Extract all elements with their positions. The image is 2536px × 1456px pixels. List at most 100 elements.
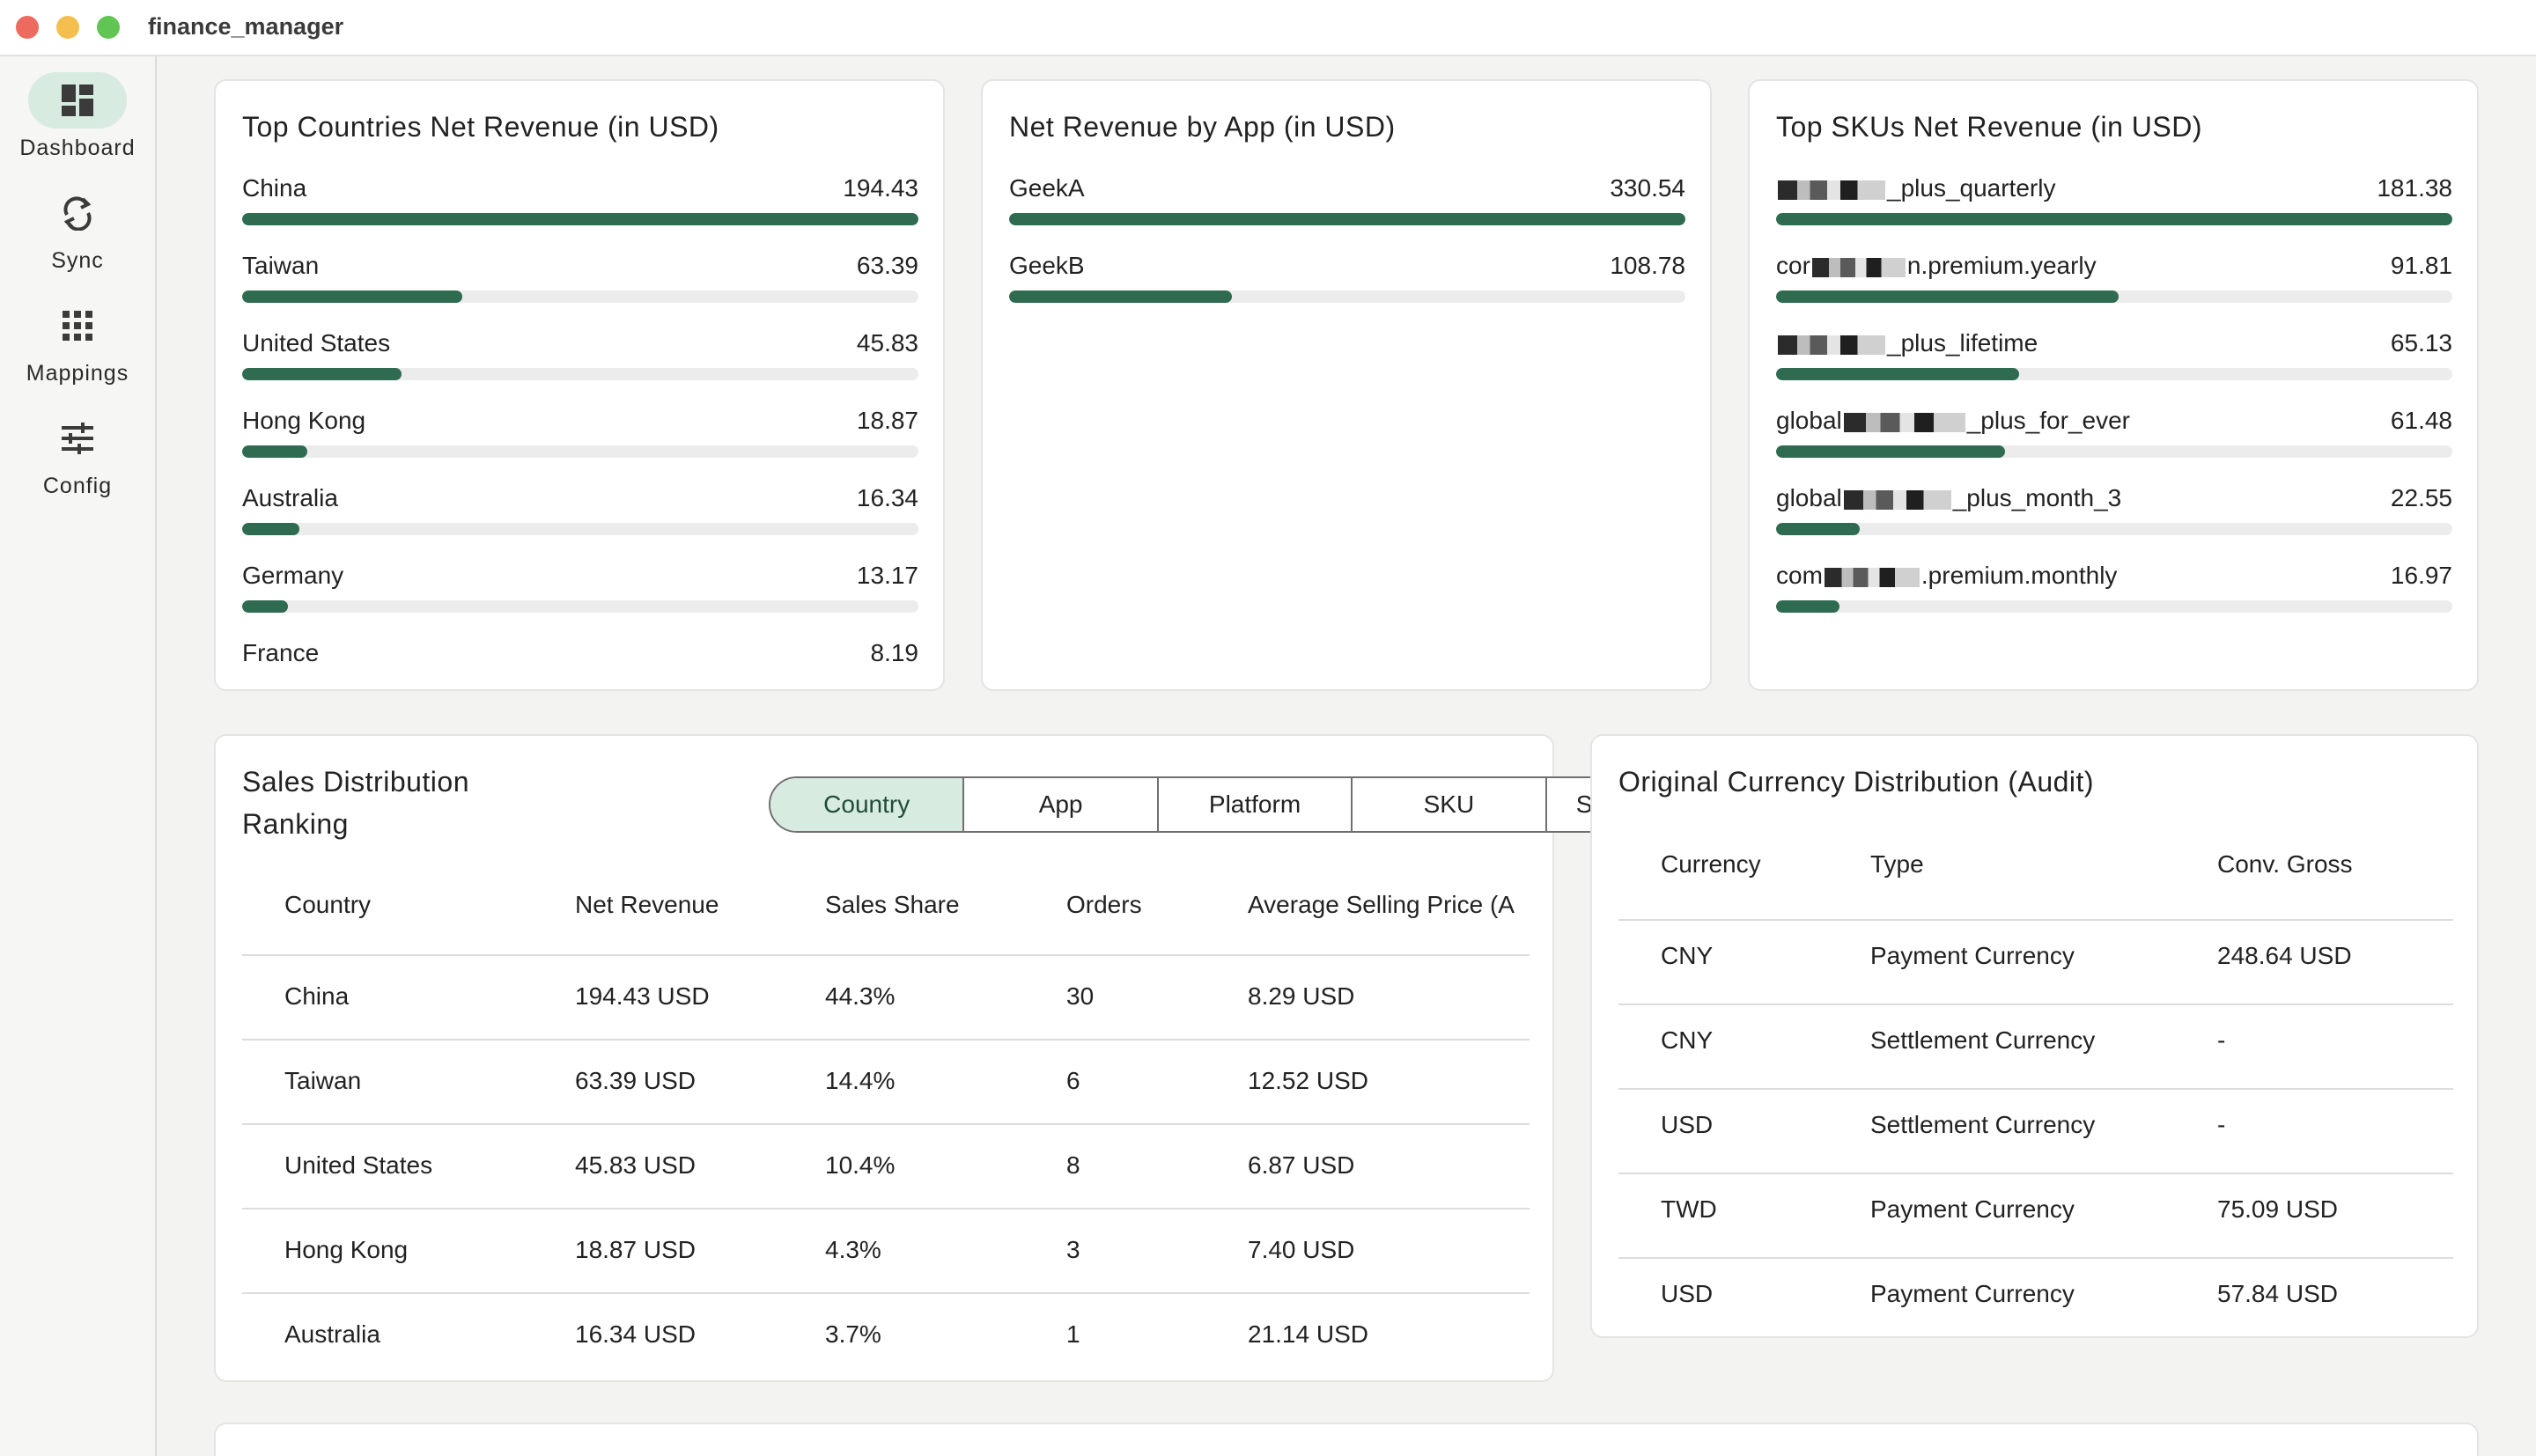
redacted-block	[1824, 567, 1920, 587]
redacted-block	[1778, 335, 1885, 355]
bar-track	[242, 368, 918, 380]
cell: 6	[1066, 1067, 1080, 1094]
cell: 8.29 USD	[1248, 982, 1355, 1010]
cell: 44.3%	[825, 982, 896, 1010]
card-title: Top Countries Net Revenue (in USD)	[242, 111, 719, 143]
bar-label: Hong Kong	[242, 407, 366, 434]
bar-value: 45.83	[856, 329, 918, 357]
bar-fill	[1009, 213, 1685, 225]
card-title: Original Currency Distribution (Audit)	[1618, 766, 2095, 798]
bar-label: GeekB	[1009, 252, 1085, 279]
sidebar-item-label: Mappings	[26, 361, 129, 386]
cell: 6.87 USD	[1248, 1151, 1355, 1179]
cell: 8	[1066, 1151, 1080, 1179]
currency-table[interactable]: Currency Type Conv. Gross CNY Payment Cu…	[1618, 850, 2453, 1322]
cell: 10.4%	[825, 1151, 896, 1179]
tab-platform[interactable]: Platform	[1158, 778, 1353, 831]
sync-icon	[28, 185, 127, 241]
bar-fill	[242, 368, 402, 380]
tab-country[interactable]: Country	[770, 778, 965, 831]
bar-value: 61.48	[2390, 407, 2452, 434]
cell: 57.84 USD	[2217, 1280, 2338, 1307]
column-header[interactable]: Type	[1870, 850, 1924, 878]
column-header[interactable]: Sales Share	[825, 891, 960, 918]
bar-fill	[242, 600, 289, 613]
bar-value: 330.54	[1610, 174, 1685, 202]
divider	[1618, 1173, 2453, 1174]
bar-value: 65.13	[2390, 329, 2452, 357]
sales-table[interactable]: Country Net Revenue Sales Share Orders A…	[242, 891, 1530, 1366]
cell: 1	[1066, 1320, 1080, 1348]
sidebar-item-sync[interactable]: Sync	[0, 185, 155, 274]
bar-track	[242, 523, 918, 535]
bar-fill	[1776, 290, 2119, 303]
divider	[1618, 1257, 2453, 1259]
bar-value: 22.55	[2390, 484, 2452, 511]
bar-track	[1776, 290, 2452, 303]
top-countries-card: Top Countries Net Revenue (in USD) China…	[214, 79, 945, 691]
sku-suffix: n.premium.yearly	[1906, 252, 2097, 279]
divider	[242, 1039, 1530, 1041]
cell: CNY	[1661, 1026, 1714, 1054]
cell: USD	[1661, 1280, 1714, 1307]
card-title-line: Sales Distribution	[242, 766, 469, 798]
minimize-window-button[interactable]	[56, 16, 79, 39]
sku-prefix: com	[1776, 562, 1823, 589]
bar-value: 16.97	[2390, 562, 2452, 589]
column-header[interactable]: Currency	[1661, 850, 1761, 878]
grid-icon	[28, 298, 127, 354]
column-header[interactable]: Orders	[1066, 891, 1142, 918]
cell: Settlement Currency	[1870, 1026, 2096, 1054]
sku-prefix: global	[1776, 484, 1842, 511]
sku-prefix: global	[1776, 407, 1842, 434]
sidebar-item-label: Dashboard	[19, 136, 136, 160]
cell: USD	[1661, 1111, 1714, 1138]
cell: Payment Currency	[1870, 1280, 2075, 1307]
cell: 75.09 USD	[2217, 1195, 2338, 1223]
bar-track	[1776, 600, 2452, 613]
column-header[interactable]: Net Revenue	[575, 891, 719, 918]
sku-suffix: _plus_quarterly	[1887, 174, 2056, 202]
bar-track	[242, 445, 918, 458]
bar-value: 91.81	[2390, 252, 2452, 279]
cell: Hong Kong	[284, 1236, 409, 1263]
divider	[1618, 919, 2453, 921]
tab-app[interactable]: App	[964, 778, 1159, 831]
sidebar-item-dashboard[interactable]: Dashboard	[0, 72, 155, 161]
cell: Payment Currency	[1870, 942, 2075, 969]
bar-label: France	[242, 639, 320, 666]
sku-suffix: .premium.monthly	[1920, 562, 2118, 589]
cell: 18.87 USD	[575, 1236, 696, 1263]
column-header[interactable]: Average Selling Price (A	[1248, 891, 1515, 918]
column-header[interactable]: Country	[284, 891, 372, 918]
bar-fill	[1009, 290, 1232, 303]
cell: Settlement Currency	[1870, 1111, 2096, 1138]
close-window-button[interactable]	[16, 16, 39, 39]
cell: China	[284, 982, 350, 1010]
sidebar-item-config[interactable]: Config	[0, 410, 155, 499]
cell: -	[2217, 1111, 2226, 1138]
cell: 45.83 USD	[575, 1151, 696, 1179]
sidebar-item-mappings[interactable]: Mappings	[0, 298, 155, 386]
sku-suffix: _plus_for_ever	[1966, 407, 2130, 434]
sidebar-item-label: Sync	[51, 248, 104, 273]
divider	[242, 1292, 1530, 1294]
bar-value: 8.19	[870, 639, 919, 666]
cell: 4.3%	[825, 1236, 881, 1263]
bar-value: 13.17	[856, 562, 918, 589]
divider	[1618, 1088, 2453, 1090]
column-header[interactable]: Conv. Gross	[2217, 850, 2353, 878]
zoom-window-button[interactable]	[97, 16, 120, 39]
tab-sku[interactable]: SKU	[1353, 778, 1547, 831]
cell: 21.14 USD	[1248, 1320, 1368, 1348]
bar-value: 181.38	[2377, 174, 2452, 202]
sliders-icon	[28, 410, 127, 467]
bar-label: _plus_lifetime	[1776, 329, 2038, 357]
cell: 12.52 USD	[1248, 1067, 1368, 1094]
bar-track	[1009, 213, 1685, 225]
divider	[242, 954, 1530, 956]
card-title-line: Ranking	[242, 808, 349, 840]
bar-track	[242, 600, 918, 613]
bar-fill	[1776, 368, 2019, 380]
sku-suffix: _plus_month_3	[1952, 484, 2122, 511]
